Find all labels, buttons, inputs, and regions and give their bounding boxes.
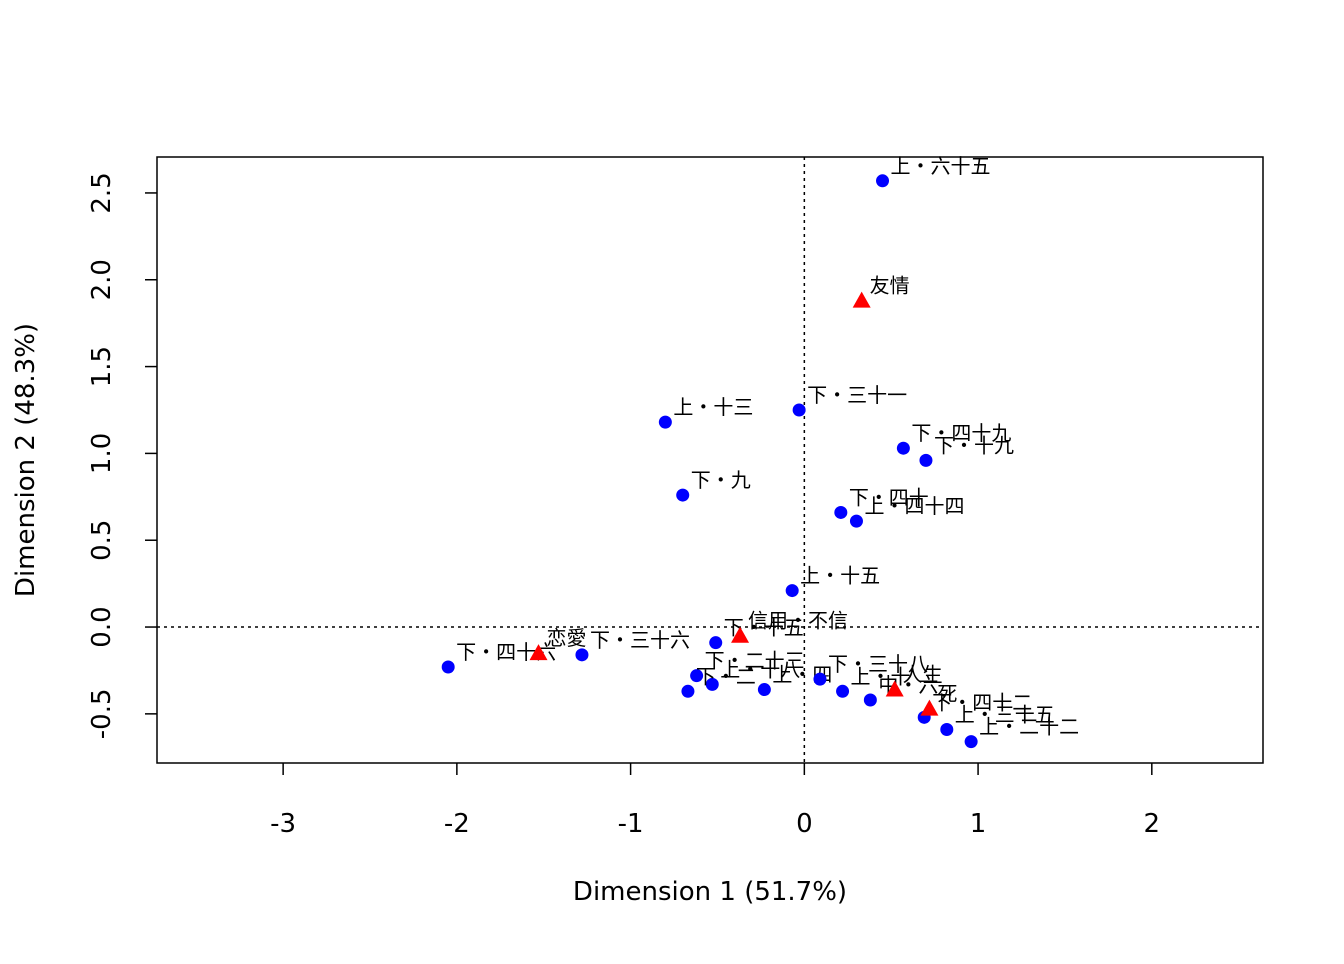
y-tick-label: 0.0 (87, 606, 117, 647)
point-label: 上・六十五 (891, 154, 991, 178)
point-label: 下・四十 (849, 485, 929, 509)
x-tick-label: 1 (970, 809, 987, 839)
y-tick-label: 2.0 (87, 259, 117, 300)
point (658, 415, 672, 429)
x-tick-label: -1 (618, 809, 644, 839)
point-label: 上・二十二 (979, 715, 1079, 739)
point (792, 403, 806, 417)
point-label: 上・十三 (673, 395, 753, 419)
x-tick-label: -3 (270, 809, 296, 839)
point (785, 584, 799, 598)
point (681, 684, 695, 698)
point-label: 恋愛 (547, 626, 587, 650)
point-label: 下・九 (691, 468, 751, 492)
y-tick-label: -0.5 (87, 688, 117, 739)
point (836, 684, 850, 698)
point-label: 下・二 (696, 664, 756, 688)
point (849, 514, 863, 528)
point-label: 下・二十三 (705, 649, 805, 673)
point (896, 441, 910, 455)
plot-box (156, 156, 1264, 764)
y-tick-label: 1.0 (87, 433, 117, 474)
point (690, 669, 704, 683)
point-label: 友情 (870, 274, 910, 298)
point (964, 735, 978, 749)
point (705, 677, 719, 691)
point-label: 下・三十六 (590, 628, 690, 652)
point-label: 下・十九 (934, 433, 1014, 457)
y-tick-label: 1.5 (87, 346, 117, 387)
point (757, 683, 771, 697)
point (441, 660, 455, 674)
x-tick-label: -2 (444, 809, 470, 839)
point-label: 人生 (903, 663, 943, 687)
point (863, 693, 877, 707)
point (575, 648, 589, 662)
point-label: 信用・不信 (748, 609, 848, 633)
triangle-point (529, 644, 548, 661)
triangle-point (885, 680, 904, 697)
x-tick-label: 2 (1144, 809, 1161, 839)
triangle-point (852, 291, 871, 308)
point-label: 上・十 (851, 664, 911, 688)
point-label: 上・三十五 (955, 702, 1055, 726)
point (919, 453, 933, 467)
point-label: 死 (937, 682, 957, 706)
y-axis-title: Dimension 2 (48.3%) (11, 323, 41, 597)
x-axis-title: Dimension 1 (51.7%) (573, 877, 847, 907)
point-label: 上・十五 (800, 564, 880, 588)
point (676, 488, 690, 502)
y-tick-label: 0.5 (87, 520, 117, 561)
point-label: 上・十八 (720, 657, 800, 681)
triangle-point (920, 699, 939, 716)
y-tick-label: 2.5 (87, 172, 117, 213)
point (940, 722, 954, 736)
point-label: 下・四十二 (932, 690, 1032, 714)
point (813, 672, 827, 686)
point-label: 下・三十八 (828, 652, 928, 676)
point-label: 上・四十四 (864, 494, 964, 518)
point (709, 636, 723, 650)
point (834, 505, 848, 519)
point (876, 174, 890, 188)
triangle-point (731, 626, 750, 643)
point-label: 下・三十一 (807, 383, 907, 407)
x-tick-label: 0 (796, 809, 813, 839)
point-label: 下・四十九 (911, 421, 1011, 445)
